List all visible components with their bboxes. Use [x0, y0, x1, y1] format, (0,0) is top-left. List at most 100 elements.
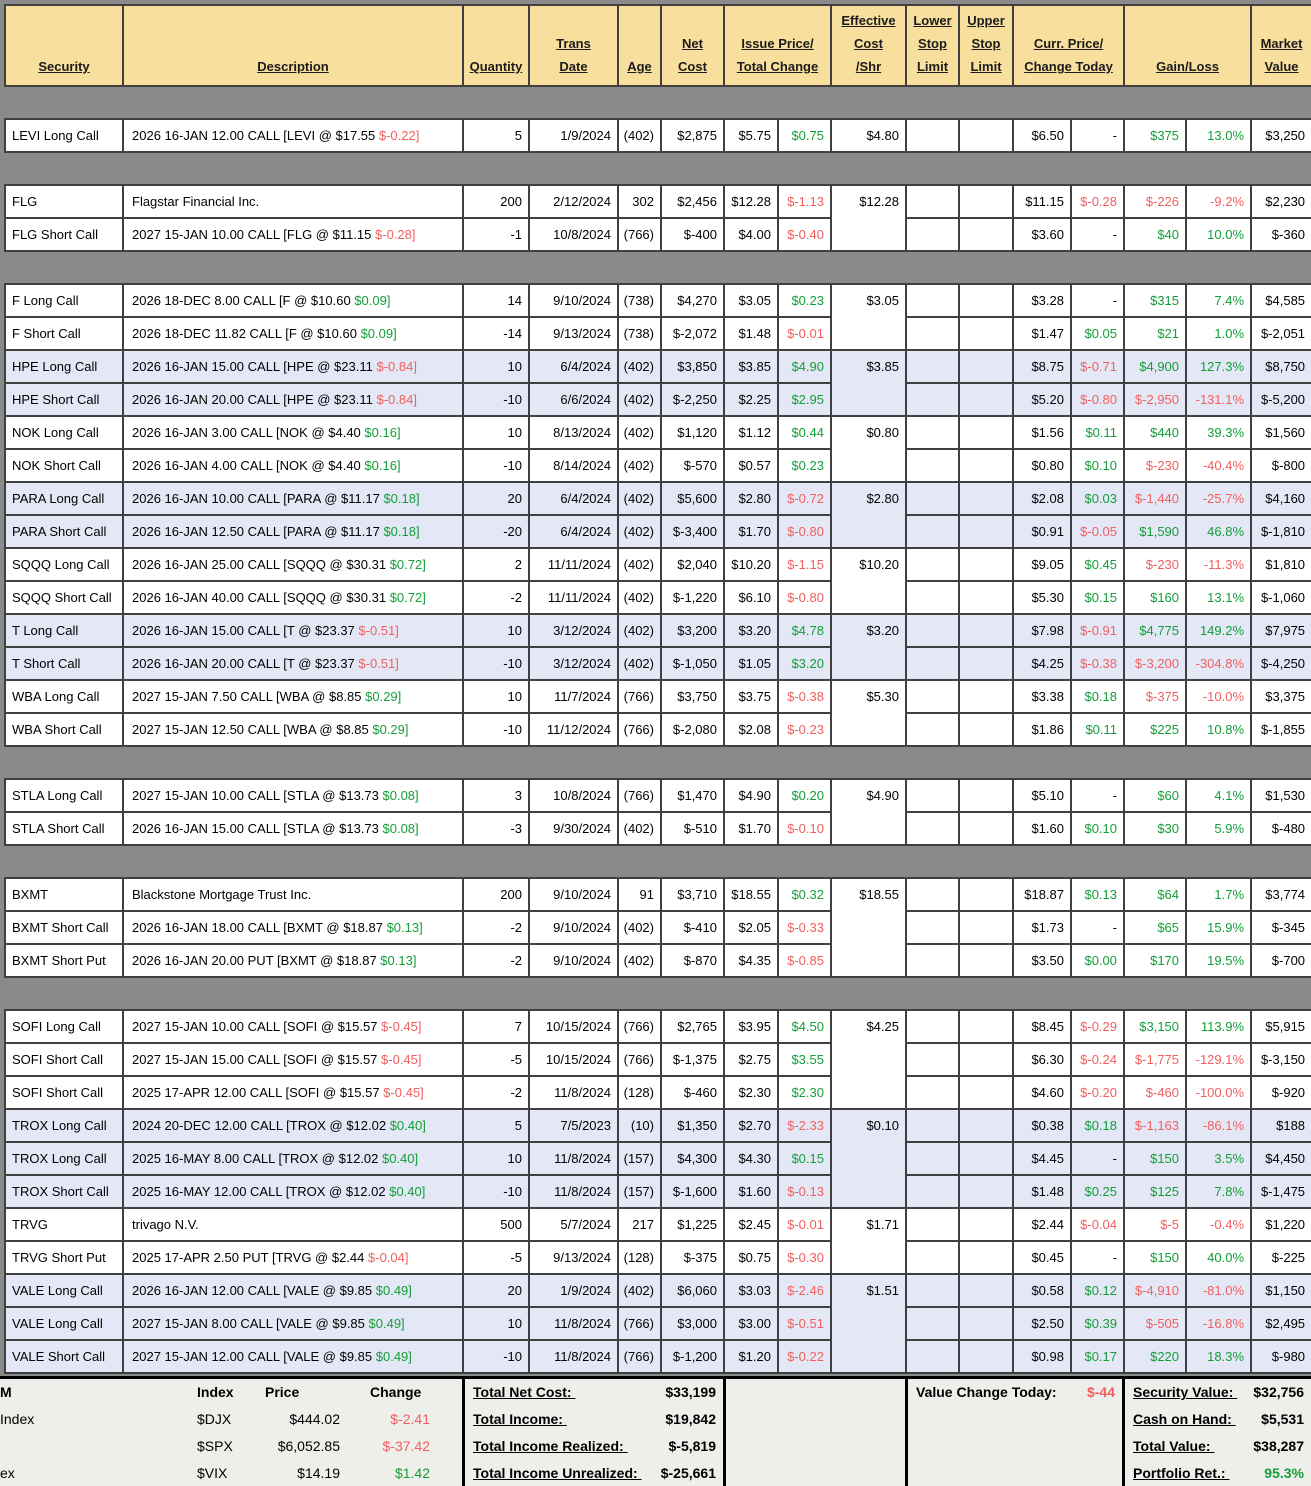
gain-cell[interactable]: $-4,910: [1123, 1273, 1188, 1308]
quantity-cell[interactable]: -2: [462, 1075, 530, 1110]
lower-stop-limit-cell[interactable]: [905, 811, 960, 846]
curr-price-cell[interactable]: $6.30: [1012, 1042, 1072, 1077]
trans-date-cell[interactable]: 1/9/2024: [528, 118, 619, 153]
gain-cell[interactable]: $64: [1123, 877, 1188, 912]
age-cell[interactable]: (402): [617, 448, 662, 483]
change-today-cell[interactable]: -: [1069, 1141, 1126, 1176]
upper-stop-limit-cell[interactable]: [958, 448, 1014, 483]
gain-cell[interactable]: $150: [1123, 1240, 1188, 1275]
curr-price-cell[interactable]: $3.50: [1012, 943, 1072, 978]
gain-cell[interactable]: $170: [1123, 943, 1188, 978]
curr-price-cell[interactable]: $0.45: [1012, 1240, 1072, 1275]
description-cell[interactable]: 2026 16-JAN 20.00 PUT [BXMT @ $18.87 $0.…: [122, 943, 464, 978]
total-change-cell[interactable]: $4.78: [777, 613, 832, 648]
market-value-cell[interactable]: $-800: [1250, 448, 1311, 483]
net-cost-cell[interactable]: $-410: [660, 910, 725, 945]
effective-cost-cell[interactable]: $4.25: [830, 1009, 907, 1110]
trans-date-cell[interactable]: 11/12/2024: [528, 712, 619, 747]
quantity-cell[interactable]: -10: [462, 1174, 530, 1209]
age-cell[interactable]: (738): [617, 283, 662, 318]
quantity-cell[interactable]: -20: [462, 514, 530, 549]
curr-price-cell[interactable]: $5.30: [1012, 580, 1072, 615]
change-today-cell[interactable]: $-0.28: [1069, 184, 1126, 219]
col-header-market-value[interactable]: Market Value: [1250, 4, 1311, 87]
total-change-cell[interactable]: $-2.46: [777, 1273, 832, 1308]
lower-stop-limit-cell[interactable]: [905, 1009, 960, 1044]
upper-stop-limit-cell[interactable]: [958, 1141, 1014, 1176]
lower-stop-limit-cell[interactable]: [905, 415, 960, 450]
total-change-cell[interactable]: $-0.22: [777, 1339, 832, 1374]
upper-stop-limit-cell[interactable]: [958, 382, 1014, 417]
upper-stop-limit-cell[interactable]: [958, 679, 1014, 714]
gain-pct-cell[interactable]: 7.8%: [1185, 1174, 1253, 1209]
col-header-trans-date[interactable]: Trans Date: [528, 4, 619, 87]
total-change-cell[interactable]: $-0.85: [777, 943, 832, 978]
trans-date-cell[interactable]: 9/13/2024: [528, 316, 619, 351]
lower-stop-limit-cell[interactable]: [905, 184, 960, 219]
gain-cell[interactable]: $60: [1123, 778, 1188, 813]
lower-stop-limit-cell[interactable]: [905, 943, 960, 978]
curr-price-cell[interactable]: $4.25: [1012, 646, 1072, 681]
security-cell[interactable]: SQQQ Short Call: [4, 580, 124, 615]
gain-pct-cell[interactable]: 39.3%: [1185, 415, 1253, 450]
issue-price-cell[interactable]: $12.28: [723, 184, 779, 219]
upper-stop-limit-cell[interactable]: [958, 514, 1014, 549]
change-today-cell[interactable]: $0.13: [1069, 877, 1126, 912]
issue-price-cell[interactable]: $4.30: [723, 1141, 779, 1176]
net-cost-cell[interactable]: $2,040: [660, 547, 725, 582]
age-cell[interactable]: (128): [617, 1240, 662, 1275]
total-change-cell[interactable]: $-0.30: [777, 1240, 832, 1275]
gain-pct-cell[interactable]: -81.0%: [1185, 1273, 1253, 1308]
lower-stop-limit-cell[interactable]: [905, 712, 960, 747]
security-cell[interactable]: PARA Short Call: [4, 514, 124, 549]
security-cell[interactable]: TROX Long Call: [4, 1108, 124, 1143]
description-cell[interactable]: 2025 17-APR 2.50 PUT [TRVG @ $2.44 $-0.0…: [122, 1240, 464, 1275]
lower-stop-limit-cell[interactable]: [905, 1339, 960, 1374]
curr-price-cell[interactable]: $4.60: [1012, 1075, 1072, 1110]
effective-cost-cell[interactable]: $0.10: [830, 1108, 907, 1209]
upper-stop-limit-cell[interactable]: [958, 613, 1014, 648]
net-cost-cell[interactable]: $3,710: [660, 877, 725, 912]
col-header-issue-price[interactable]: Issue Price/Total Change: [723, 4, 832, 87]
security-cell[interactable]: HPE Short Call: [4, 382, 124, 417]
total-change-cell[interactable]: $-0.40: [777, 217, 832, 252]
lower-stop-limit-cell[interactable]: [905, 1042, 960, 1077]
lower-stop-limit-cell[interactable]: [905, 580, 960, 615]
trans-date-cell[interactable]: 11/8/2024: [528, 1174, 619, 1209]
security-cell[interactable]: SOFI Long Call: [4, 1009, 124, 1044]
age-cell[interactable]: (128): [617, 1075, 662, 1110]
security-cell[interactable]: FLG: [4, 184, 124, 219]
total-change-cell[interactable]: $-1.15: [777, 547, 832, 582]
trans-date-cell[interactable]: 7/5/2023: [528, 1108, 619, 1143]
description-cell[interactable]: 2026 16-JAN 15.00 CALL [T @ $23.37 $-0.5…: [122, 613, 464, 648]
security-cell[interactable]: PARA Long Call: [4, 481, 124, 516]
age-cell[interactable]: (766): [617, 1339, 662, 1374]
gain-pct-cell[interactable]: 113.9%: [1185, 1009, 1253, 1044]
gain-cell[interactable]: $-3,200: [1123, 646, 1188, 681]
upper-stop-limit-cell[interactable]: [958, 481, 1014, 516]
market-value-cell[interactable]: $-480: [1250, 811, 1311, 846]
net-cost-cell[interactable]: $-2,080: [660, 712, 725, 747]
curr-price-cell[interactable]: $4.45: [1012, 1141, 1072, 1176]
market-value-cell[interactable]: $-345: [1250, 910, 1311, 945]
lower-stop-limit-cell[interactable]: [905, 778, 960, 813]
effective-cost-cell[interactable]: $1.51: [830, 1273, 907, 1374]
security-cell[interactable]: F Long Call: [4, 283, 124, 318]
quantity-cell[interactable]: 5: [462, 1108, 530, 1143]
gain-pct-cell[interactable]: -100.0%: [1185, 1075, 1253, 1110]
lower-stop-limit-cell[interactable]: [905, 1174, 960, 1209]
net-cost-cell[interactable]: $1,225: [660, 1207, 725, 1242]
trans-date-cell[interactable]: 6/4/2024: [528, 349, 619, 384]
lower-stop-limit-cell[interactable]: [905, 382, 960, 417]
quantity-cell[interactable]: 20: [462, 481, 530, 516]
lower-stop-limit-cell[interactable]: [905, 910, 960, 945]
gain-cell[interactable]: $160: [1123, 580, 1188, 615]
change-today-cell[interactable]: $-0.20: [1069, 1075, 1126, 1110]
age-cell[interactable]: 217: [617, 1207, 662, 1242]
trans-date-cell[interactable]: 9/10/2024: [528, 283, 619, 318]
change-today-cell[interactable]: $0.11: [1069, 712, 1126, 747]
total-change-cell[interactable]: $-0.01: [777, 1207, 832, 1242]
gain-cell[interactable]: $4,775: [1123, 613, 1188, 648]
market-value-cell[interactable]: $2,495: [1250, 1306, 1311, 1341]
upper-stop-limit-cell[interactable]: [958, 1273, 1014, 1308]
